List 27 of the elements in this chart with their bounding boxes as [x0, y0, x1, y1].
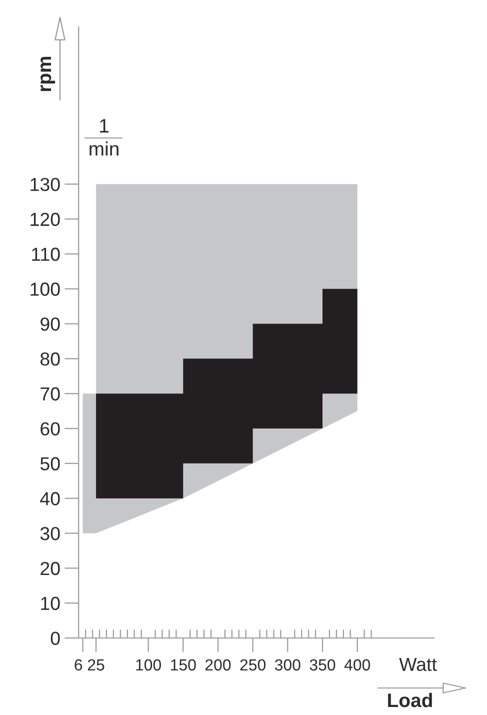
- y-tick-label: 50: [40, 457, 60, 470]
- y-tick-label: 120: [30, 212, 60, 226]
- y-tick-label: 20: [40, 562, 60, 576]
- y-tick-label: 10: [41, 596, 60, 610]
- y-tick-label: 100: [30, 282, 60, 296]
- text: Watt: [399, 658, 437, 672]
- x-tick-label: 400: [344, 659, 370, 671]
- x-tick-label: 6: [74, 659, 82, 671]
- y-tick-label: 70: [40, 387, 60, 401]
- x-tick-label: 300: [274, 659, 300, 671]
- y-tick-label: 130: [30, 178, 60, 192]
- y-tick-label: 110: [32, 248, 60, 261]
- x-tick-label: 150: [171, 659, 196, 671]
- x-tick-label: 25: [88, 659, 104, 671]
- annotation: 1 min: [90, 119, 118, 156]
- x-axis-title: Load: [388, 692, 432, 708]
- y-tick-label: 90: [40, 317, 60, 331]
- y-tick-label: 0: [50, 632, 60, 645]
- y-axis-title: rpm: [40, 56, 56, 92]
- x-tick-label: 250: [240, 659, 266, 671]
- y-tick-label: 80: [40, 352, 60, 366]
- x-tick-label: 350: [310, 659, 336, 671]
- y-tick-label: 60: [40, 422, 60, 436]
- y-tick-label: 40: [40, 492, 60, 506]
- y-tick-label: 30: [40, 526, 60, 540]
- x-tick-label: 200: [205, 659, 231, 671]
- x-tick-label: 100: [136, 659, 161, 671]
